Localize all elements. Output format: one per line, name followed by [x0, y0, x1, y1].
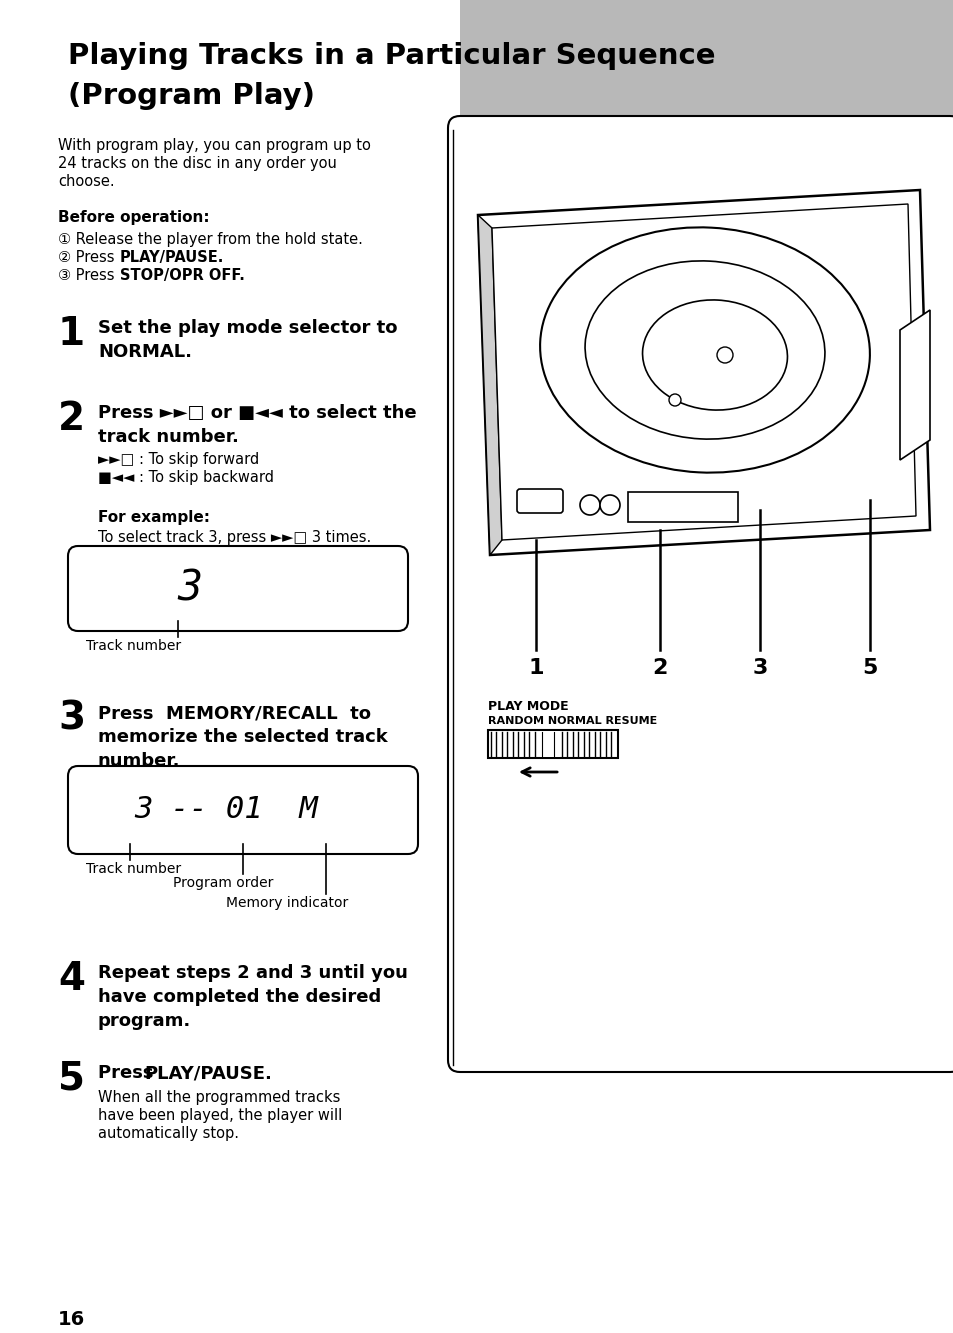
Bar — [459, 0, 953, 120]
Text: 2: 2 — [652, 659, 667, 678]
Text: track number.: track number. — [98, 428, 238, 447]
Text: ►►□ : To skip forward: ►►□ : To skip forward — [98, 452, 259, 467]
Polygon shape — [477, 215, 501, 555]
Text: ② Press: ② Press — [58, 251, 119, 265]
Text: With program play, you can program up to: With program play, you can program up to — [58, 139, 371, 153]
Text: ■◄◄ : To skip backward: ■◄◄ : To skip backward — [98, 471, 274, 485]
Text: 2: 2 — [58, 400, 85, 439]
Text: Before operation:: Before operation: — [58, 211, 210, 225]
Circle shape — [668, 395, 680, 407]
Text: choose.: choose. — [58, 175, 114, 189]
Text: automatically stop.: automatically stop. — [98, 1126, 239, 1141]
Text: ① Release the player from the hold state.: ① Release the player from the hold state… — [58, 232, 362, 247]
Text: 5: 5 — [862, 659, 877, 678]
Bar — [539, 730, 559, 757]
Text: Track number: Track number — [86, 862, 181, 876]
Text: Program order: Program order — [172, 876, 274, 890]
Text: 16: 16 — [58, 1310, 85, 1329]
Text: 24 tracks on the disc in any order you: 24 tracks on the disc in any order you — [58, 156, 336, 171]
FancyBboxPatch shape — [448, 116, 953, 1072]
Text: have completed the desired: have completed the desired — [98, 988, 381, 1006]
Text: (Program Play): (Program Play) — [68, 83, 314, 111]
Text: To select track 3, press ►►□ 3 times.: To select track 3, press ►►□ 3 times. — [98, 531, 371, 545]
Text: number.: number. — [98, 752, 180, 770]
Circle shape — [579, 495, 599, 515]
Circle shape — [717, 347, 732, 363]
Text: 4: 4 — [58, 960, 85, 998]
Text: 3: 3 — [177, 568, 202, 609]
Text: STOP/OPR OFF.: STOP/OPR OFF. — [120, 268, 245, 283]
Text: When all the programmed tracks: When all the programmed tracks — [98, 1090, 340, 1105]
Text: memorize the selected track: memorize the selected track — [98, 728, 387, 746]
Text: Playing Tracks in a Particular Sequence: Playing Tracks in a Particular Sequence — [68, 43, 715, 71]
Text: For example:: For example: — [98, 511, 210, 525]
Text: Memory indicator: Memory indicator — [226, 896, 348, 910]
Text: Track number: Track number — [86, 639, 181, 653]
Polygon shape — [899, 311, 929, 460]
FancyBboxPatch shape — [517, 489, 562, 513]
Ellipse shape — [539, 228, 869, 473]
Ellipse shape — [642, 300, 786, 411]
Bar — [488, 730, 618, 758]
Polygon shape — [492, 204, 915, 540]
Text: Repeat steps 2 and 3 until you: Repeat steps 2 and 3 until you — [98, 964, 408, 982]
Text: program.: program. — [98, 1012, 191, 1030]
FancyBboxPatch shape — [68, 547, 408, 631]
Text: have been played, the player will: have been played, the player will — [98, 1108, 342, 1122]
Text: 3: 3 — [752, 659, 767, 678]
Text: 3 -- 01  M: 3 -- 01 M — [134, 796, 318, 825]
Ellipse shape — [584, 261, 824, 439]
Text: Set the play mode selector to: Set the play mode selector to — [98, 319, 397, 337]
Bar — [627, 492, 738, 523]
Text: PLAY/PAUSE.: PLAY/PAUSE. — [144, 1064, 272, 1082]
Text: 3: 3 — [58, 700, 85, 738]
Text: Press: Press — [98, 1064, 159, 1082]
Text: Press  MEMORY/RECALL  to: Press MEMORY/RECALL to — [98, 704, 371, 722]
Text: PLAY MODE: PLAY MODE — [488, 700, 568, 713]
Circle shape — [599, 495, 619, 515]
Text: ③ Press: ③ Press — [58, 268, 119, 283]
Text: RANDOM NORMAL RESUME: RANDOM NORMAL RESUME — [488, 716, 657, 726]
FancyBboxPatch shape — [68, 766, 417, 854]
Text: 1: 1 — [58, 315, 85, 353]
Text: 5: 5 — [58, 1060, 85, 1098]
Polygon shape — [477, 191, 929, 555]
Text: Press ►►□ or ■◄◄ to select the: Press ►►□ or ■◄◄ to select the — [98, 404, 416, 423]
Text: NORMAL.: NORMAL. — [98, 343, 192, 361]
Text: PLAY/PAUSE.: PLAY/PAUSE. — [120, 251, 224, 265]
Text: 1: 1 — [528, 659, 543, 678]
